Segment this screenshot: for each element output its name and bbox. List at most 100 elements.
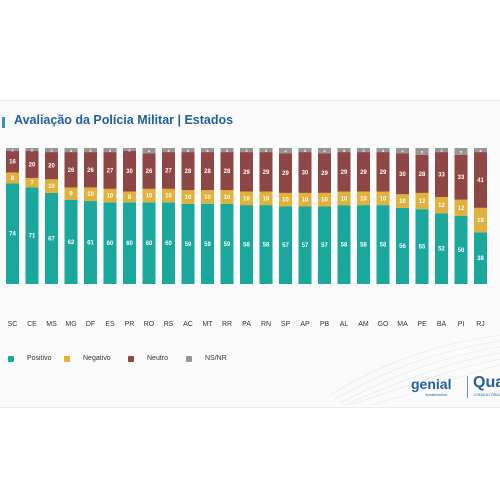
bar-nsnr-PA (240, 148, 253, 153)
bar-neutro-SC (6, 150, 19, 173)
bar-negativo-AP (298, 192, 312, 207)
label-nsnr-AP: 3 (304, 148, 307, 153)
label-nsnr-SC: 2 (11, 147, 14, 152)
bar-negativo-RS (162, 188, 175, 203)
label-nsnr-ES: 3 (109, 148, 112, 153)
legend-item-positivo: Positivo (8, 355, 52, 362)
bar-nsnr-SC (6, 148, 19, 151)
bar-nsnr-AL (337, 148, 351, 153)
label-positivo-MS: 67 (48, 236, 55, 242)
bar-negativo-MA (396, 194, 409, 208)
bar-positivo-MS (45, 192, 58, 284)
bar-nsnr-BA (435, 148, 448, 153)
x-tick-RS: RS (164, 321, 174, 328)
x-tick-PB: PB (320, 321, 330, 328)
label-neutro-AC: 28 (185, 169, 192, 175)
bar-negativo-AM (357, 191, 370, 206)
label-positivo-PR: 60 (126, 241, 133, 247)
legend-swatch-positivo (8, 355, 14, 362)
bar-nsnr-ES (103, 148, 117, 153)
label-neutro-MS: 20 (48, 164, 55, 170)
bar-negativo-MS (45, 179, 58, 193)
label-neutro-PB: 29 (321, 171, 328, 177)
label-neutro-RR: 28 (224, 169, 231, 175)
bar-negativo-PB (318, 192, 331, 207)
label-negativo-RN: 10 (263, 196, 270, 202)
label-neutro-RO: 26 (146, 169, 153, 175)
legend-label-positivo: Positivo (27, 355, 52, 362)
bar-negativo-PI (454, 199, 468, 216)
legend-label-nsnr: NS/NR (205, 355, 227, 362)
bar-nsnr-AP (298, 148, 312, 153)
label-negativo-RO: 10 (146, 194, 153, 200)
bar-neutro-AM (357, 152, 370, 192)
label-positivo-PI: 50 (458, 248, 465, 254)
x-tick-MS: MS (46, 321, 57, 328)
label-positivo-RN: 58 (263, 243, 270, 249)
bar-neutro-PB (318, 153, 331, 193)
bar-neutro-AC (181, 152, 195, 191)
label-negativo-AP: 10 (302, 198, 309, 204)
bar-negativo-MT (201, 190, 214, 204)
label-positivo-MG: 62 (68, 240, 75, 246)
label-nsnr-RO: 4 (148, 149, 151, 154)
bar-neutro-AP (298, 152, 312, 193)
genial-logo-subtitle: investimentos (425, 393, 447, 397)
label-nsnr-CE: 2 (31, 147, 34, 152)
legend-item-neutro: Neutro (128, 355, 168, 362)
x-tick-PE: PE (417, 321, 427, 328)
label-nsnr-MA: 4 (401, 149, 404, 154)
legend-item-nsnr: NS/NR (186, 355, 227, 362)
bar-neutro-AL (337, 152, 351, 192)
bar-neutro-RN (259, 152, 273, 192)
x-tick-AL: AL (340, 321, 349, 328)
bar-neutro-PE (415, 154, 429, 193)
label-neutro-PR: 30 (126, 169, 133, 175)
label-positivo-AM: 58 (360, 243, 367, 249)
label-neutro-AL: 29 (341, 170, 348, 176)
bar-neutro-RR (220, 152, 234, 191)
label-negativo-DF: 10 (87, 192, 94, 198)
label-positivo-AL: 58 (341, 243, 348, 249)
label-neutro-MT: 28 (204, 169, 211, 175)
label-positivo-MT: 59 (204, 242, 211, 248)
bar-nsnr-PB (318, 148, 331, 154)
bar-nsnr-CE (25, 148, 39, 151)
label-positivo-SC: 74 (9, 232, 16, 238)
legend-swatch-neutro (128, 355, 134, 362)
bar-nsnr-MG (64, 148, 78, 153)
bar-nsnr-MT (201, 148, 214, 153)
bar-positivo-CE (25, 187, 39, 284)
label-nsnr-AM: 3 (362, 148, 365, 153)
x-tick-PR: PR (125, 321, 135, 328)
bar-positivo-DF (84, 201, 97, 284)
label-nsnr-MT: 3 (206, 148, 209, 153)
bar-negativo-RJ (474, 207, 487, 233)
genial-logo: genial (411, 376, 452, 392)
label-nsnr-SP: 4 (284, 149, 287, 154)
label-neutro-DF: 26 (87, 168, 94, 174)
bar-nsnr-RJ (474, 148, 487, 153)
bar-neutro-MA (396, 153, 409, 195)
label-positivo-RS: 60 (165, 241, 172, 247)
bar-neutro-GO (376, 152, 390, 192)
label-negativo-PE: 12 (419, 199, 426, 205)
label-positivo-PE: 55 (419, 245, 426, 251)
legend-label-negativo: Negativo (83, 355, 111, 362)
label-positivo-MA: 56 (399, 244, 406, 250)
bar-positivo-RS (162, 202, 175, 284)
label-nsnr-PR: 2 (128, 147, 131, 152)
x-tick-CE: CE (27, 321, 37, 328)
bar-nsnr-AM (357, 148, 370, 153)
x-tick-BA: BA (437, 321, 447, 328)
legend-swatch-nsnr (186, 355, 192, 362)
label-neutro-AP: 30 (302, 170, 309, 176)
label-neutro-MG: 26 (68, 168, 75, 174)
label-neutro-SP: 29 (282, 171, 289, 177)
x-tick-AP: AP (300, 321, 310, 328)
bar-negativo-AC (181, 190, 195, 204)
x-tick-MA: MA (397, 321, 408, 328)
bar-negativo-BA (435, 196, 448, 214)
x-tick-SC: SC (8, 321, 18, 328)
x-tick-GO: GO (378, 321, 389, 328)
